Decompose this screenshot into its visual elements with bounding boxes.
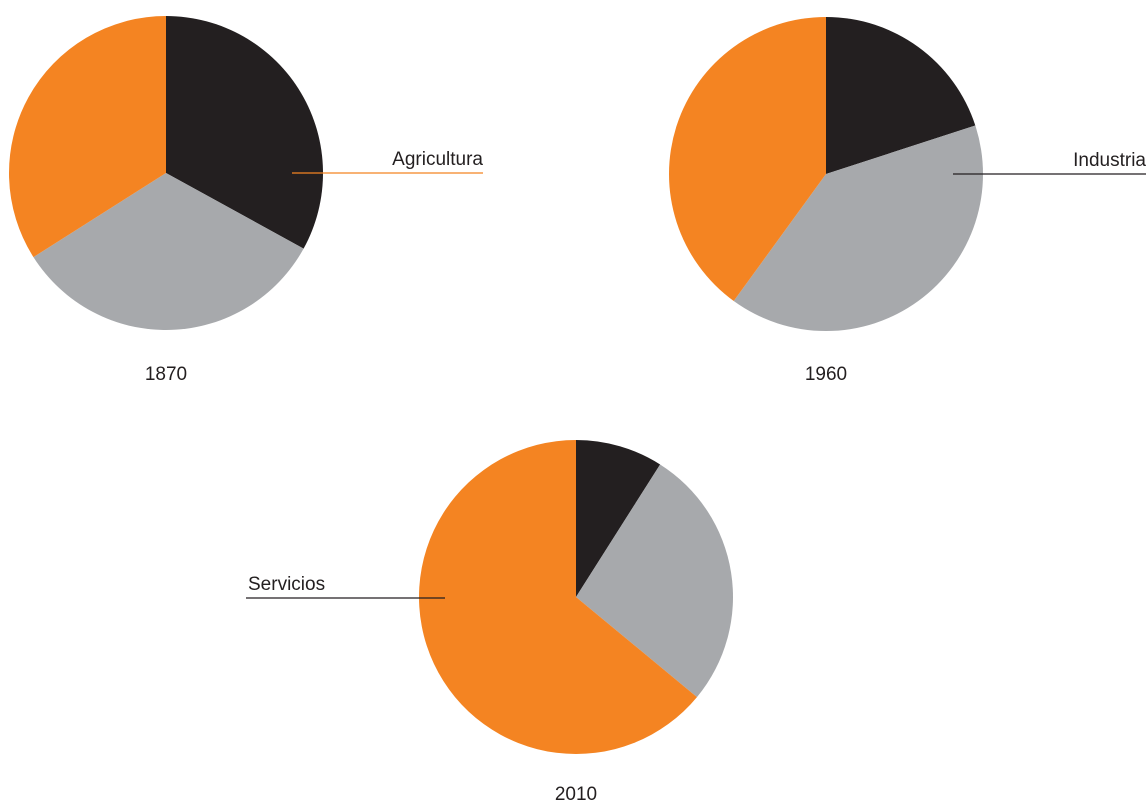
pie-slice (8, 16, 167, 258)
slice-label: Agricultura (392, 149, 483, 170)
slice-label: Industria (1073, 150, 1146, 171)
slice-label: Servicios (248, 574, 325, 595)
pie-title: 1870 (145, 364, 187, 385)
pie-slice (576, 440, 661, 597)
pie-slice (576, 464, 733, 698)
pie-slice (826, 17, 976, 174)
pie-title: 2010 (555, 784, 597, 805)
pie-slice (33, 173, 304, 330)
pie-title: 1960 (805, 364, 847, 385)
pie-slice (669, 17, 826, 302)
pie-slice (419, 440, 697, 754)
pie-slice (166, 16, 324, 249)
pie-slice (733, 125, 983, 331)
